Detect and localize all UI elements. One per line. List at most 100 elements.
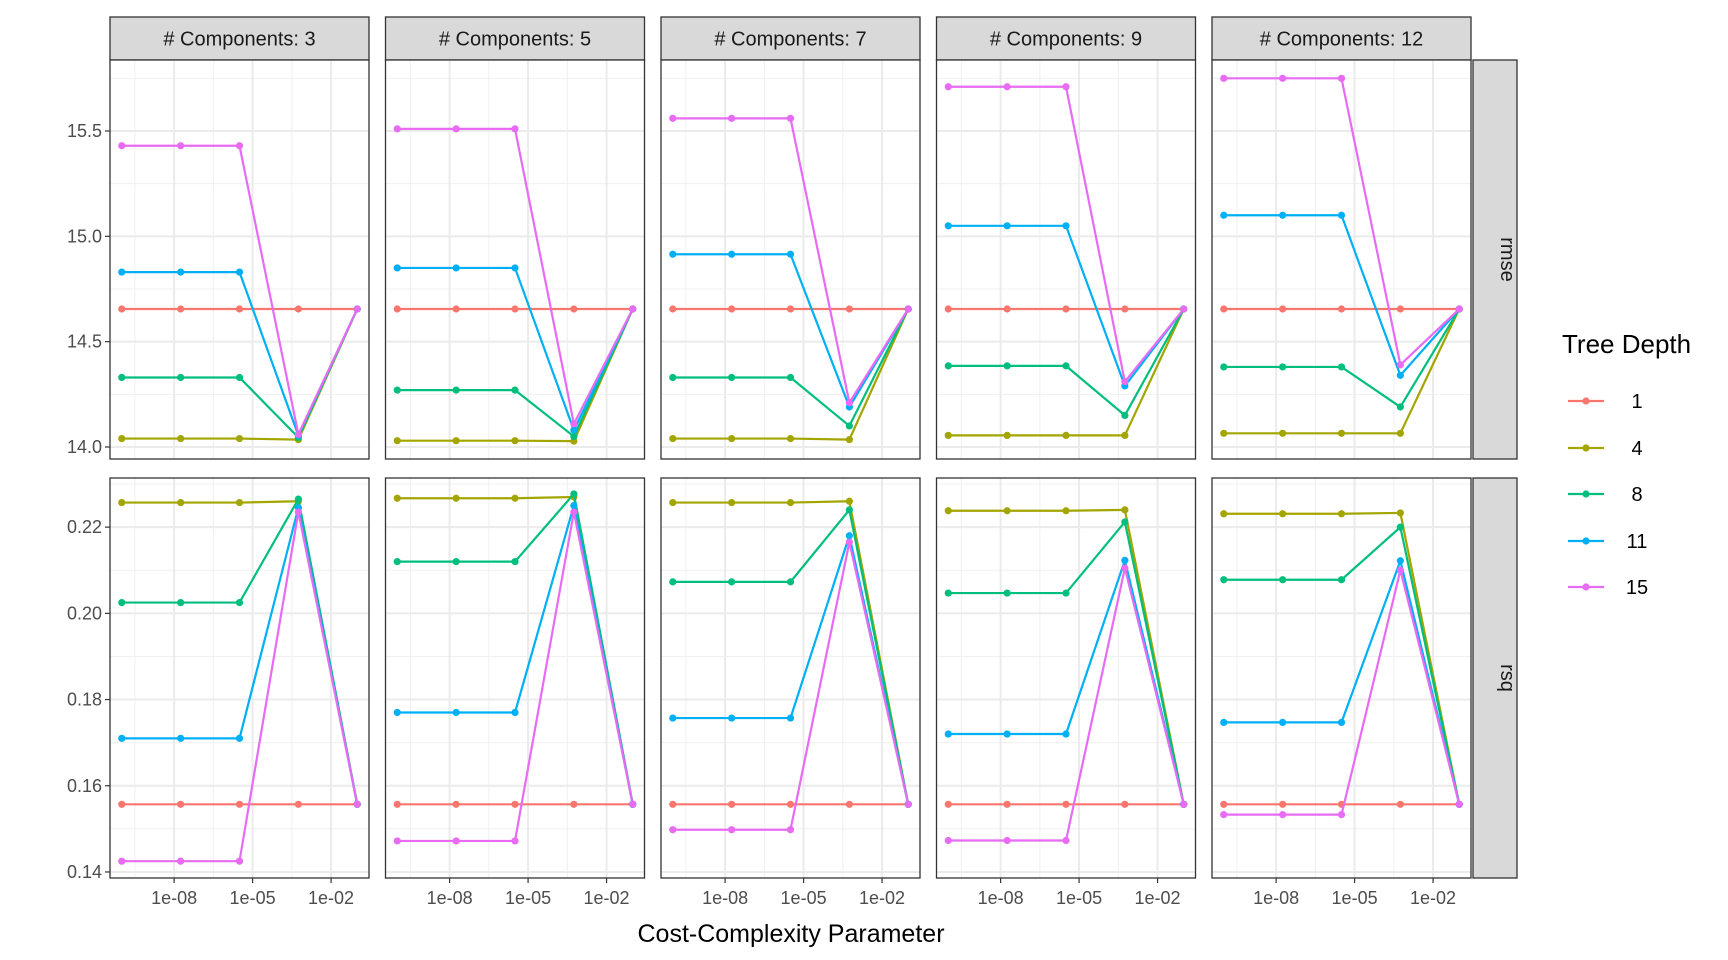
panel-border bbox=[384, 477, 646, 879]
facet-strip bbox=[935, 16, 1197, 61]
data-point-depth-8 bbox=[786, 373, 795, 382]
data-point-depth-15 bbox=[669, 114, 677, 122]
data-point-depth-4 bbox=[845, 497, 853, 505]
legend-item-depth-8: 8 bbox=[1568, 484, 1643, 506]
facet-strip-label: # Components: 3 bbox=[163, 29, 315, 51]
data-point-depth-4 bbox=[1003, 507, 1011, 515]
data-point-depth-1 bbox=[669, 800, 677, 808]
x-tick-label: 1e-05 bbox=[505, 888, 551, 908]
data-point-depth-1 bbox=[1062, 800, 1070, 808]
data-point-depth-11 bbox=[118, 734, 126, 742]
data-point-depth-11 bbox=[570, 501, 578, 510]
data-point-depth-11 bbox=[118, 268, 126, 276]
data-point-depth-11 bbox=[944, 730, 952, 738]
data-point-depth-15 bbox=[1062, 836, 1070, 845]
data-point-depth-4 bbox=[728, 434, 736, 443]
data-point-depth-4 bbox=[511, 437, 519, 445]
data-point-depth-1 bbox=[1003, 305, 1011, 313]
data-point-depth-1 bbox=[845, 800, 853, 808]
facet-panel bbox=[660, 477, 921, 879]
data-point-depth-1 bbox=[1220, 800, 1228, 808]
data-point-depth-11 bbox=[1396, 371, 1404, 379]
data-point-depth-1 bbox=[452, 305, 460, 313]
row-strip-label: rmse bbox=[1496, 237, 1518, 281]
data-point-depth-15 bbox=[118, 142, 126, 150]
data-point-depth-4 bbox=[845, 436, 853, 444]
data-point-depth-15 bbox=[570, 420, 578, 428]
x-tick-label: 1e-02 bbox=[308, 888, 354, 908]
data-point-depth-1 bbox=[845, 305, 853, 313]
panel-background bbox=[1212, 60, 1471, 459]
legend-key-point bbox=[1582, 397, 1590, 405]
data-point-depth-4 bbox=[1220, 429, 1228, 437]
data-point-depth-11 bbox=[845, 532, 853, 540]
data-point-depth-11 bbox=[1396, 557, 1404, 565]
data-point-depth-15 bbox=[1455, 305, 1463, 313]
data-point-depth-11 bbox=[1062, 730, 1070, 738]
x-tick-label: 1e-05 bbox=[1332, 888, 1378, 908]
data-point-depth-15 bbox=[904, 305, 912, 313]
data-point-depth-15 bbox=[629, 800, 637, 808]
data-point-depth-15 bbox=[1220, 811, 1228, 819]
x-tick-label: 1e-08 bbox=[702, 888, 748, 908]
data-point-depth-15 bbox=[1180, 800, 1188, 808]
data-point-depth-4 bbox=[944, 507, 952, 515]
legend-key-point bbox=[1582, 583, 1590, 591]
y-tick-label: 14.0 bbox=[67, 437, 102, 457]
data-point-depth-4 bbox=[393, 437, 401, 445]
data-point-depth-4 bbox=[1220, 510, 1228, 518]
data-point-depth-15 bbox=[944, 83, 952, 91]
data-point-depth-8 bbox=[845, 506, 853, 514]
data-point-depth-15 bbox=[1121, 378, 1129, 386]
data-point-depth-11 bbox=[669, 250, 677, 258]
data-point-depth-8 bbox=[1396, 403, 1404, 411]
data-point-depth-15 bbox=[511, 837, 519, 845]
data-point-depth-11 bbox=[570, 426, 578, 434]
panel-border bbox=[1211, 477, 1472, 879]
data-point-depth-8 bbox=[393, 558, 401, 566]
data-point-depth-1 bbox=[118, 305, 126, 313]
data-point-depth-1 bbox=[393, 800, 401, 808]
x-axis-title: Cost-Complexity Parameter bbox=[637, 920, 944, 948]
data-point-depth-4 bbox=[1279, 510, 1287, 518]
data-point-depth-4 bbox=[1337, 510, 1346, 518]
data-point-depth-1 bbox=[1220, 305, 1228, 313]
data-point-depth-15 bbox=[1337, 74, 1346, 82]
data-point-depth-4 bbox=[452, 494, 460, 502]
data-point-depth-15 bbox=[294, 508, 302, 516]
data-point-depth-15 bbox=[1337, 811, 1346, 819]
data-point-depth-15 bbox=[177, 857, 185, 865]
data-point-depth-15 bbox=[393, 125, 401, 133]
data-point-depth-15 bbox=[1396, 566, 1404, 574]
facet-panel bbox=[1211, 59, 1472, 460]
data-point-depth-15 bbox=[1279, 74, 1287, 82]
data-point-depth-1 bbox=[669, 305, 677, 313]
panel-border bbox=[660, 477, 921, 879]
legend-label: 15 bbox=[1626, 577, 1648, 599]
facet-panel bbox=[384, 477, 646, 879]
data-point-depth-15 bbox=[294, 430, 302, 438]
data-point-depth-11 bbox=[393, 708, 401, 717]
data-point-depth-15 bbox=[177, 142, 185, 150]
data-point-depth-11 bbox=[452, 708, 460, 717]
y-tick-label: 0.20 bbox=[67, 603, 102, 623]
data-point-depth-4 bbox=[669, 498, 677, 507]
data-point-depth-11 bbox=[511, 264, 519, 272]
data-point-depth-1 bbox=[944, 800, 952, 808]
legend-label: 1 bbox=[1631, 391, 1642, 413]
data-point-depth-11 bbox=[235, 268, 244, 276]
data-point-depth-15 bbox=[728, 114, 736, 122]
facet-panel bbox=[109, 477, 370, 879]
y-tick-label: 0.14 bbox=[67, 862, 102, 882]
data-point-depth-15 bbox=[1121, 564, 1129, 572]
data-point-depth-11 bbox=[1220, 718, 1228, 726]
data-point-depth-8 bbox=[1279, 576, 1287, 584]
data-point-depth-15 bbox=[1003, 83, 1011, 91]
data-point-depth-4 bbox=[235, 498, 244, 507]
data-point-depth-8 bbox=[1396, 523, 1404, 531]
data-point-depth-15 bbox=[511, 125, 519, 133]
data-point-depth-1 bbox=[570, 305, 578, 313]
data-point-depth-4 bbox=[1003, 431, 1011, 440]
panels: # Components: 3 # Components: 5 # Componen… bbox=[67, 16, 1518, 908]
